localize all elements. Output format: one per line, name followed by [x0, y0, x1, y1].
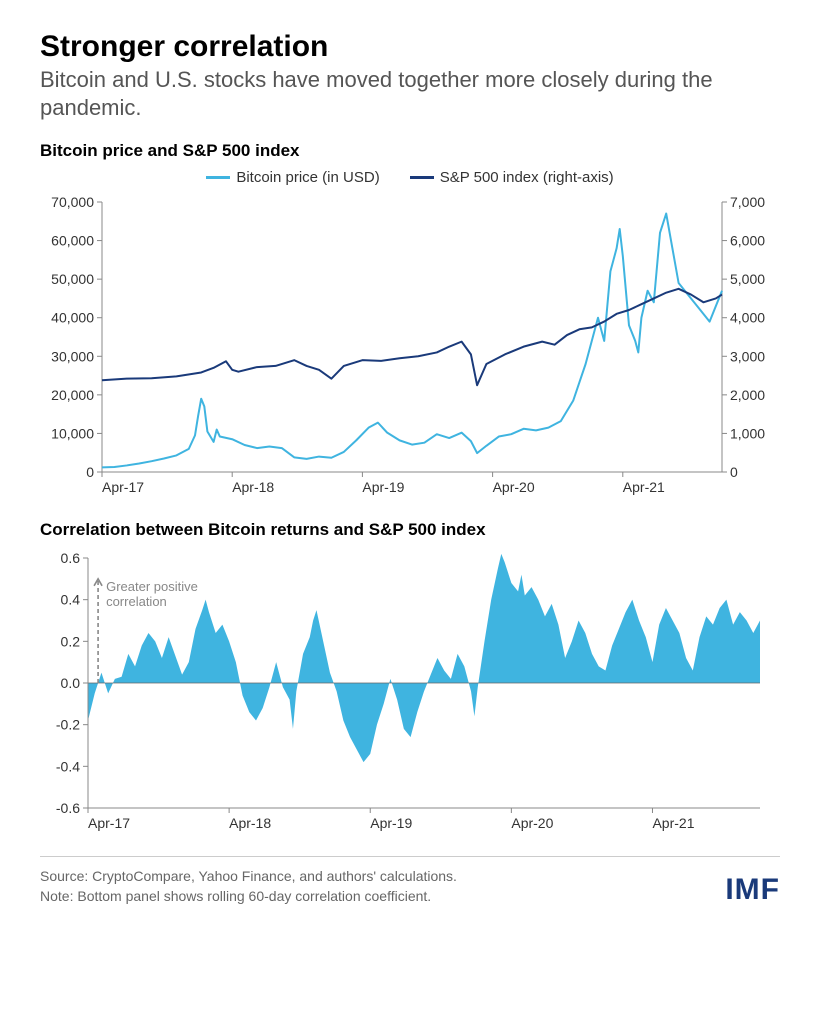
svg-text:Apr-17: Apr-17 [102, 479, 144, 495]
svg-text:0: 0 [86, 464, 94, 480]
svg-text:2,000: 2,000 [730, 387, 765, 403]
chart1-title: Bitcoin price and S&P 500 index [40, 141, 780, 161]
svg-text:30,000: 30,000 [51, 348, 94, 364]
imf-logo: IMF [725, 873, 780, 907]
svg-text:Apr-20: Apr-20 [511, 815, 553, 831]
chart1-block: Bitcoin price and S&P 500 index Bitcoin … [40, 141, 780, 502]
svg-text:7,000: 7,000 [730, 194, 765, 210]
legend-label-sp500: S&P 500 index (right-axis) [440, 169, 614, 186]
svg-text:0.0: 0.0 [61, 675, 81, 691]
chart2-svg: -0.6 -0.4 -0.2 0.0 0.2 0.4 0.6 Apr-17 Apr-18 Apr-… [40, 548, 780, 838]
svg-text:0.4: 0.4 [61, 592, 81, 608]
svg-text:6,000: 6,000 [730, 233, 765, 249]
svg-text:Apr-19: Apr-19 [370, 815, 412, 831]
chart2-title: Correlation between Bitcoin returns and … [40, 520, 780, 540]
svg-text:0: 0 [730, 464, 738, 480]
note-text: Note: Bottom panel shows rolling 60-day … [40, 887, 457, 907]
svg-text:Apr-20: Apr-20 [493, 479, 535, 495]
chart2-block: Correlation between Bitcoin returns and … [40, 520, 780, 838]
svg-text:Apr-17: Apr-17 [88, 815, 130, 831]
svg-text:0.2: 0.2 [61, 633, 81, 649]
svg-text:-0.2: -0.2 [56, 717, 80, 733]
svg-text:70,000: 70,000 [51, 194, 94, 210]
svg-text:1,000: 1,000 [730, 425, 765, 441]
svg-text:Apr-21: Apr-21 [623, 479, 665, 495]
legend-swatch-bitcoin [206, 176, 230, 179]
svg-text:-0.4: -0.4 [56, 758, 80, 774]
svg-text:50,000: 50,000 [51, 271, 94, 287]
page-title: Stronger correlation [40, 30, 780, 64]
svg-text:20,000: 20,000 [51, 387, 94, 403]
svg-text:0.6: 0.6 [61, 550, 81, 566]
source-text: Source: CryptoCompare, Yahoo Finance, an… [40, 867, 457, 887]
svg-text:Apr-19: Apr-19 [362, 479, 404, 495]
chart1-svg: 0 10,000 20,000 30,000 40,000 50,000 60,000 70,… [40, 192, 780, 502]
svg-text:10,000: 10,000 [51, 425, 94, 441]
svg-text:Apr-18: Apr-18 [229, 815, 271, 831]
svg-text:5,000: 5,000 [730, 271, 765, 287]
svg-text:40,000: 40,000 [51, 310, 94, 326]
legend-label-bitcoin: Bitcoin price (in USD) [236, 169, 379, 186]
svg-text:Apr-21: Apr-21 [652, 815, 694, 831]
svg-text:3,000: 3,000 [730, 348, 765, 364]
svg-text:60,000: 60,000 [51, 233, 94, 249]
svg-text:-0.6: -0.6 [56, 800, 80, 816]
page-subtitle: Bitcoin and U.S. stocks have moved toget… [40, 66, 780, 121]
svg-text:4,000: 4,000 [730, 310, 765, 326]
footer: Source: CryptoCompare, Yahoo Finance, an… [40, 856, 780, 907]
svg-text:Apr-18: Apr-18 [232, 479, 274, 495]
legend-swatch-sp500 [410, 176, 434, 179]
legend-item-bitcoin: Bitcoin price (in USD) [206, 169, 379, 186]
svg-text:Greater positive: Greater positive [106, 579, 198, 594]
legend-item-sp500: S&P 500 index (right-axis) [410, 169, 614, 186]
svg-text:correlation: correlation [106, 594, 167, 609]
footnotes: Source: CryptoCompare, Yahoo Finance, an… [40, 867, 457, 906]
chart1-legend: Bitcoin price (in USD) S&P 500 index (ri… [40, 169, 780, 186]
